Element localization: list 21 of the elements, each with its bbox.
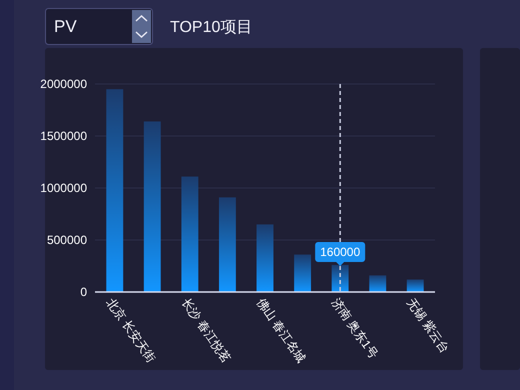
- bar: [256, 224, 274, 292]
- bar: [181, 176, 198, 292]
- bar: [369, 275, 386, 292]
- ref-line-label: 160000: [320, 245, 360, 260]
- bar: [406, 280, 424, 292]
- bar: [106, 89, 124, 292]
- y-tick-label: 1500000: [40, 129, 88, 144]
- y-tick-label: 1000000: [40, 181, 88, 196]
- bar: [294, 254, 312, 292]
- y-tick-label: 2000000: [40, 77, 88, 92]
- x-tick-label: 长沙 春江悦茗: [178, 296, 234, 366]
- chart-title: TOP10项目: [170, 19, 252, 36]
- x-tick-label: 北京 长安天街: [104, 296, 158, 366]
- bar: [218, 197, 236, 292]
- x-tick-label: 佛山 春江名城: [254, 296, 309, 366]
- y-tick-label: 500000: [46, 233, 88, 248]
- y-tick-label: 0: [80, 285, 88, 300]
- x-tick-label: 无锡 紫云台: [404, 296, 452, 356]
- text: PV: [54, 17, 78, 36]
- x-tick-label: 济南 奥东1号: [329, 296, 381, 361]
- bar: [144, 121, 161, 292]
